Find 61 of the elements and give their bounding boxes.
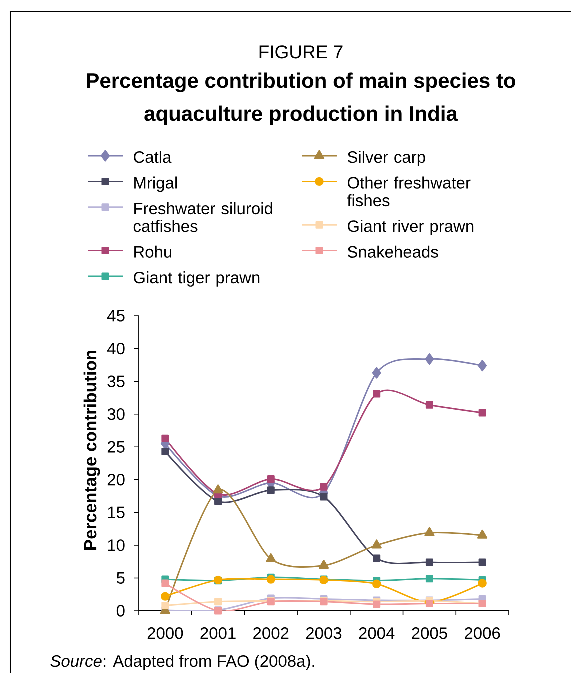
y-tick-label: 40 <box>107 342 125 355</box>
y-axis-title: Percentage contribution <box>84 350 100 550</box>
x-tick-label: 2005 <box>412 628 448 640</box>
point <box>478 409 486 417</box>
point <box>478 558 486 566</box>
legend-label: Catla <box>134 151 172 164</box>
x-tick-label: 2002 <box>254 628 289 640</box>
legend-label: Giant tiger prawn <box>134 272 260 287</box>
point <box>267 475 275 483</box>
point <box>478 579 487 588</box>
point <box>426 575 434 583</box>
point <box>373 600 381 608</box>
legend-label: Giant river prawn <box>348 220 474 236</box>
legend-label: Freshwater siluroid catfishes <box>134 202 272 232</box>
y-tick-label: 0 <box>116 605 125 617</box>
y-tick-label: 45 <box>107 310 125 322</box>
point <box>266 553 276 562</box>
legend-label: Silver carp <box>348 151 426 166</box>
x-tick-label: 2006 <box>465 628 500 640</box>
point <box>266 575 276 584</box>
point <box>318 560 330 570</box>
point <box>214 598 222 606</box>
point <box>162 602 170 610</box>
y-tick-label: 25 <box>108 441 125 453</box>
point <box>214 498 222 506</box>
caption: FIGURE 7 <box>260 46 343 59</box>
text: Source: Adapted from FAO (2008a). <box>50 655 314 670</box>
point <box>372 540 382 549</box>
point <box>162 448 170 456</box>
point <box>267 486 275 494</box>
point <box>426 558 434 566</box>
point <box>373 390 381 398</box>
point <box>320 483 328 491</box>
y-tick-label: 15 <box>108 506 125 518</box>
point <box>373 554 381 562</box>
y-tick-label: 20 <box>108 474 125 486</box>
x-tick-label: 2001 <box>200 628 236 640</box>
point <box>372 580 382 588</box>
point <box>478 360 488 372</box>
x-tick-label: 2004 <box>359 628 395 640</box>
point <box>372 367 382 379</box>
y-tick-label: 5 <box>116 572 125 584</box>
x-tick-label: 2003 <box>306 628 342 640</box>
point <box>162 434 170 442</box>
point <box>426 401 434 409</box>
point <box>161 592 170 601</box>
y-tick-label: 30 <box>108 408 125 420</box>
legend-label: Snakeheads <box>348 246 438 258</box>
point <box>477 530 488 539</box>
legend-label: Mrigal <box>134 176 177 192</box>
x-tick-label: 2000 <box>148 628 184 640</box>
point <box>213 484 224 494</box>
legend-label: Rohu <box>134 246 172 258</box>
legend-label: Other freshwater fishes <box>347 176 471 207</box>
y-tick-label: 35 <box>108 376 125 388</box>
y-tick-label: 10 <box>108 540 125 552</box>
point <box>425 354 434 366</box>
chart-title: Percentage contribution of main species to aquaculture production in India <box>87 72 516 126</box>
point <box>424 527 435 536</box>
point <box>320 493 328 501</box>
point <box>162 580 170 588</box>
